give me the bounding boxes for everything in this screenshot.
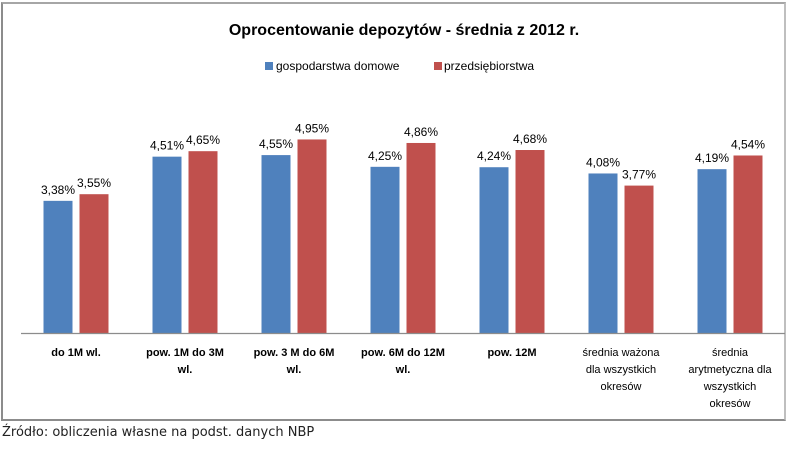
data-label-przedsiebiorstwa-5: 3,77%	[622, 168, 656, 182]
bars-group	[43, 139, 763, 333]
source-note: Źródło: obliczenia własne na podst. dany…	[2, 425, 315, 440]
data-label-przedsiebiorstwa-4: 4,68%	[513, 132, 547, 146]
bar-gospodarstwa-domowe-2	[261, 155, 291, 333]
data-label-gospodarstwa-domowe-6: 4,19%	[695, 151, 729, 165]
data-label-przedsiebiorstwa-6: 4,54%	[731, 137, 765, 151]
bar-przedsiebiorstwa-0	[79, 194, 109, 333]
category-label-3: pow. 6M do 12M wl.	[361, 347, 445, 376]
data-label-przedsiebiorstwa-3: 4,86%	[404, 125, 438, 139]
bar-gospodarstwa-domowe-3	[370, 166, 400, 333]
category-label-6: średnia arytmetyczna dla wszystkich okresów	[688, 347, 772, 410]
bar-przedsiebiorstwa-4	[515, 150, 545, 333]
category-label-0: do 1M wl.	[51, 347, 101, 359]
category-label-4: pow. 12M	[487, 347, 536, 359]
bar-gospodarstwa-domowe-4	[479, 167, 509, 333]
legend-label-przedsiebiorstwa: przedsiębiorstwa	[444, 59, 534, 73]
bar-przedsiebiorstwa-1	[188, 151, 218, 333]
data-labels-group: 3,38% 3,55% 4,51% 4,65% 4,55%4,95% 4,25%4,86%…	[41, 121, 765, 196]
data-label-przedsiebiorstwa-0: 3,55%	[77, 176, 111, 190]
category-label-5: średnia ważona dla wszystkich okresów	[582, 347, 660, 393]
bar-gospodarstwa-domowe-6	[697, 169, 727, 333]
bar-przedsiebiorstwa-2	[297, 139, 327, 333]
category-label-2: pow. 3 M do 6M wl.	[254, 347, 335, 376]
category-label-1: pow. 1M do 3M wl.	[146, 347, 224, 376]
data-label-gospodarstwa-domowe-5: 4,08%	[586, 155, 620, 169]
legend-swatch-przedsiebiorstwa	[434, 62, 442, 70]
legend: gospodarstwa domowe przedsiębiorstwa	[265, 59, 534, 73]
data-label-gospodarstwa-domowe-3: 4,25%	[368, 149, 402, 163]
data-label-gospodarstwa-domowe-0: 3,38%	[41, 183, 75, 197]
data-label-gospodarstwa-domowe-4: 4,24%	[477, 149, 511, 163]
chart-title: Oprocentowanie depozytów - średnia z 201…	[229, 22, 579, 39]
bar-gospodarstwa-domowe-5	[588, 173, 618, 333]
bar-przedsiebiorstwa-6	[733, 155, 763, 333]
bar-gospodarstwa-domowe-1	[152, 156, 182, 333]
data-label-przedsiebiorstwa-2: 4,95%	[295, 121, 329, 135]
data-label-gospodarstwa-domowe-1: 4,51%	[150, 139, 184, 153]
bar-gospodarstwa-domowe-0	[43, 200, 73, 333]
legend-swatch-gospodarstwa-domowe	[265, 62, 273, 70]
bar-przedsiebiorstwa-5	[624, 185, 654, 333]
bar-przedsiebiorstwa-3	[406, 142, 436, 333]
data-label-przedsiebiorstwa-1: 4,65%	[186, 133, 220, 147]
category-labels-group: do 1M wl. pow. 1M do 3M wl. pow. 3 M do 6M w…	[51, 347, 772, 410]
data-label-gospodarstwa-domowe-2: 4,55%	[259, 137, 293, 151]
legend-label-gospodarstwa-domowe: gospodarstwa domowe	[276, 59, 400, 73]
